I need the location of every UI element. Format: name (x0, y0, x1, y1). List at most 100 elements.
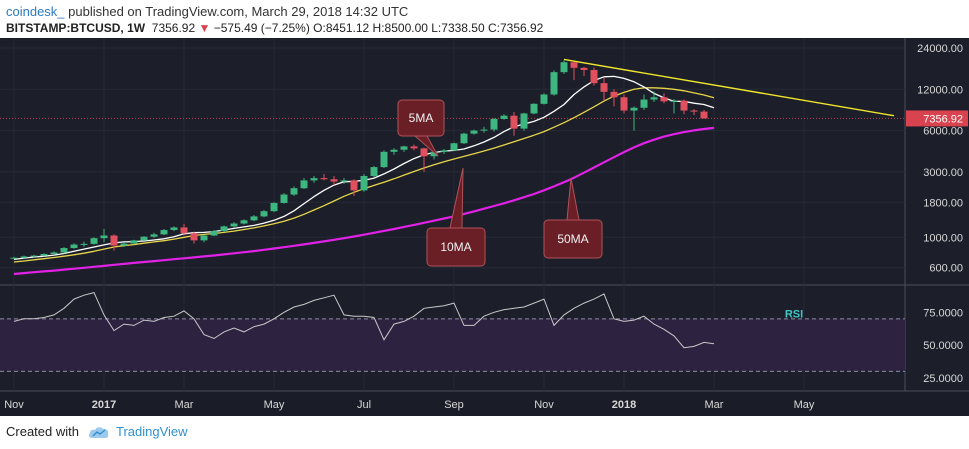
candle-body (690, 110, 698, 112)
candle-down (180, 223, 188, 236)
candle-body (50, 252, 58, 255)
candle-up (370, 166, 378, 178)
btc-weekly-chart[interactable]: 5MA 10MA 50MA 600.001000.001800.003000.0060… (0, 38, 969, 416)
rsi-tick-labels: 25.0000 50.0000 75.0000 (923, 307, 963, 385)
tradingview-brand-link[interactable]: TradingView (116, 424, 188, 439)
candle-up (390, 148, 398, 155)
candle-body (10, 257, 18, 259)
time-tick-label: Nov (4, 399, 24, 411)
time-tick-label: Nov (534, 399, 554, 411)
candle-body (660, 97, 668, 102)
candle-body (330, 179, 338, 182)
candle-down (570, 61, 578, 81)
candle-body (570, 62, 578, 68)
candle-up (220, 225, 228, 233)
candle-body (90, 238, 98, 244)
publish-text: published on TradingView.com, March 29, … (64, 4, 409, 19)
candle-up (30, 254, 38, 258)
candle-body (680, 100, 688, 111)
down-arrow-icon: ▼ (198, 21, 211, 35)
callout-10ma: 10MA (426, 167, 486, 267)
candle-body (560, 62, 568, 73)
candle-down (110, 234, 118, 251)
candle-body (170, 227, 178, 231)
candle-body (480, 129, 488, 131)
candle-down (320, 173, 328, 181)
candle-up (540, 93, 548, 105)
candle-up (210, 230, 218, 237)
chart-header: coindesk_ published on TradingView.com, … (0, 0, 969, 38)
candle-body (40, 254, 48, 256)
candle-up (290, 186, 298, 197)
callout-box (397, 99, 445, 137)
callout-label: 10MA (440, 240, 471, 254)
candle-up (280, 193, 288, 204)
candle-up (230, 222, 238, 228)
candle-up (480, 126, 488, 133)
candle-body (450, 143, 458, 151)
candle-up (200, 234, 208, 243)
candle-body (410, 146, 418, 149)
candle-body (520, 113, 528, 129)
author-link[interactable]: coindesk_ (6, 4, 65, 19)
candle-body (270, 202, 278, 212)
rsi-tick-label: 25.0000 (923, 373, 963, 385)
price-tick-labels: 600.00 1000.00 1800.00 3000.00 6000.00 12000.… (917, 43, 963, 275)
price-tick-label: 6000.00 (923, 126, 963, 138)
callout-label: 5MA (409, 111, 434, 125)
candle-body (20, 256, 28, 258)
candles (10, 60, 708, 260)
candle-up (70, 243, 78, 249)
candle-up (490, 118, 498, 132)
candle-up (640, 94, 648, 110)
candle-body (250, 216, 258, 221)
candle-up (310, 175, 318, 183)
candle-down (350, 179, 358, 197)
candle-body (350, 180, 358, 191)
candle-body (640, 99, 648, 108)
candle-body (700, 111, 708, 119)
candle-body (420, 148, 428, 157)
last-price: 7356.92 (151, 21, 196, 35)
time-tick-label: May (794, 399, 815, 411)
candle-up (50, 251, 58, 255)
candle-body (530, 103, 538, 114)
candle-body (650, 97, 658, 100)
candle-down (410, 144, 418, 151)
symbol-line: BITSTAMP:BTCUSD, 1W 7356.92 ▼ −575.49 (−… (6, 21, 543, 35)
rsi-band (0, 318, 905, 372)
candle-body (300, 180, 308, 189)
candle-up (160, 228, 168, 235)
candle-up (80, 241, 88, 247)
rsi-label: RSI (785, 309, 803, 321)
price-tick-label: 600.00 (929, 263, 963, 275)
candle-up (90, 237, 98, 245)
candle-down (680, 99, 688, 115)
candle-body (110, 235, 118, 246)
callout-50ma: 50MA (543, 177, 603, 259)
time-tick-label: 2017 (92, 399, 116, 411)
candle-down (690, 109, 698, 115)
candle-down (700, 109, 708, 119)
candle-up (130, 239, 138, 245)
candle-body (160, 230, 168, 235)
candle-up (670, 98, 678, 114)
candle-body (630, 107, 638, 111)
candle-up (300, 178, 308, 189)
candle-up (530, 103, 538, 115)
candle-up (550, 70, 558, 96)
candle-up (520, 112, 528, 131)
candle-body (320, 178, 328, 180)
candle-body (580, 67, 588, 70)
candle-body (200, 235, 208, 241)
price-tick-label: 12000.00 (917, 84, 963, 96)
candle-body (190, 233, 198, 241)
candle-body (360, 175, 368, 191)
candle-up (140, 236, 148, 241)
candle-body (180, 227, 188, 234)
candle-down (660, 93, 668, 104)
current-price-value: 7356.92 (923, 113, 963, 125)
time-tick-label: Mar (175, 399, 194, 411)
candle-body (230, 223, 238, 227)
candle-body (550, 72, 558, 95)
